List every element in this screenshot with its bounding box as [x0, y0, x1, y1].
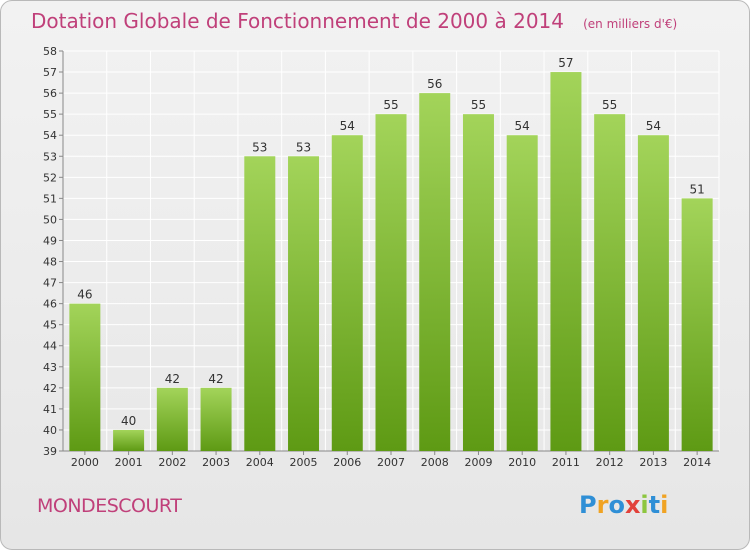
x-tick-label: 2005 [290, 456, 318, 469]
bar [69, 303, 101, 451]
y-tick-label: 50 [43, 213, 57, 226]
data-label: 57 [558, 56, 573, 70]
x-tick-label: 2013 [639, 456, 667, 469]
y-tick-label: 53 [43, 150, 57, 163]
data-label: 40 [121, 414, 136, 428]
data-label: 53 [296, 140, 311, 154]
y-tick-label: 42 [43, 382, 57, 395]
y-tick-label: 51 [43, 192, 57, 205]
y-tick-label: 39 [43, 445, 57, 458]
x-tick-label: 2008 [421, 456, 449, 469]
x-tick-label: 2010 [508, 456, 536, 469]
chart-title-text: Dotation Globale de Fonctionnement de 20… [31, 9, 564, 33]
data-label: 46 [77, 288, 92, 302]
bar [594, 114, 626, 451]
chart-unit-text: (en milliers d'€) [583, 17, 678, 31]
y-tick-label: 49 [43, 234, 57, 247]
data-label: 42 [165, 372, 180, 386]
bar [156, 387, 188, 451]
bar [244, 156, 276, 451]
x-tick-label: 2012 [596, 456, 624, 469]
logo-letter: P [579, 491, 597, 519]
y-tick-label: 52 [43, 171, 57, 184]
data-label: 54 [515, 119, 530, 133]
logo-letter: i [660, 491, 669, 519]
bar [200, 387, 232, 451]
x-tick-label: 2004 [246, 456, 274, 469]
logo-letter: i [640, 491, 649, 519]
y-tick-label: 55 [43, 108, 57, 121]
y-tick-label: 57 [43, 66, 57, 79]
data-label: 55 [471, 98, 486, 112]
bar [681, 198, 713, 451]
chart-title: Dotation Globale de Fonctionnement de 20… [31, 9, 677, 33]
bar [550, 72, 582, 451]
y-tick-label: 43 [43, 361, 57, 374]
data-label: 53 [252, 140, 267, 154]
y-tick-label: 41 [43, 403, 57, 416]
data-label: 54 [646, 119, 661, 133]
bar [288, 156, 320, 451]
logo-letter: r [596, 491, 609, 519]
x-tick-label: 2000 [71, 456, 99, 469]
logo-letter: o [608, 491, 625, 519]
bars [69, 72, 713, 452]
bar [637, 135, 669, 452]
bar [113, 429, 145, 451]
x-tick-label: 2009 [464, 456, 492, 469]
y-tick-label: 47 [43, 277, 57, 290]
commune-name: MONDESCOURT [37, 495, 182, 517]
x-tick-label: 2011 [552, 456, 580, 469]
y-tick-label: 45 [43, 319, 57, 332]
logo-letter: t [648, 491, 661, 519]
bar [331, 135, 363, 452]
y-tick-label: 46 [43, 298, 57, 311]
bar [375, 114, 407, 451]
data-label: 55 [383, 98, 398, 112]
y-tick-label: 44 [43, 340, 57, 353]
y-tick-label: 40 [43, 424, 57, 437]
bar [462, 114, 494, 451]
y-tick-label: 56 [43, 87, 57, 100]
x-tick-label: 2002 [158, 456, 186, 469]
x-tick-label: 2014 [683, 456, 711, 469]
x-tick-label: 2003 [202, 456, 230, 469]
x-tick-label: 2006 [333, 456, 361, 469]
data-label: 42 [208, 372, 223, 386]
logo-letter: x [624, 491, 641, 519]
y-tick-label: 54 [43, 129, 57, 142]
x-tick-label: 2001 [115, 456, 143, 469]
bar [506, 135, 538, 452]
data-label: 54 [340, 119, 355, 133]
data-label: 56 [427, 77, 442, 91]
y-tick-label: 58 [43, 45, 57, 58]
y-tick-label: 48 [43, 256, 57, 269]
x-tick-label: 2007 [377, 456, 405, 469]
data-label: 55 [602, 98, 617, 112]
labels: 39 40 41 42 43 44 45 46 47 48 49 50 51 52 53 54 55 56 57 58… [43, 45, 711, 469]
data-label: 51 [689, 182, 704, 196]
proxiti-logo: Proxiti [579, 491, 668, 519]
bar [419, 93, 451, 452]
